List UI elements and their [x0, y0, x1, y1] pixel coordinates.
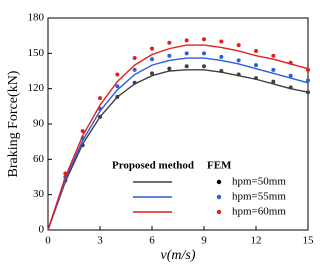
legend-label: hpm=60mm — [232, 206, 286, 218]
fem-point — [202, 37, 206, 42]
fem-point — [236, 72, 241, 77]
fem-point — [288, 73, 293, 78]
fem-point — [132, 80, 137, 85]
fem-point — [115, 84, 120, 89]
y-tick-label: 180 — [28, 12, 45, 24]
legend-label: hpm=55mm — [232, 191, 286, 203]
fem-point — [254, 76, 258, 81]
fem-point — [115, 94, 120, 99]
fem-point — [202, 51, 206, 56]
fem-point — [150, 57, 154, 62]
fem-point — [306, 90, 310, 95]
fem-point — [167, 40, 172, 45]
fem-point — [184, 51, 189, 56]
fem-point — [288, 60, 293, 65]
fem-point — [219, 69, 224, 73]
y-tick-label: 60 — [33, 153, 45, 165]
y-tick-label: 150 — [28, 47, 45, 59]
y-tick-label: 30 — [33, 188, 45, 200]
legend-dot — [216, 179, 222, 185]
fem-point — [271, 67, 276, 72]
y-tick-label: 0 — [39, 224, 45, 236]
legend-title: Proposed method — [112, 160, 194, 172]
fem-point — [236, 43, 241, 48]
x-axis-label: v(m/s) — [161, 248, 196, 263]
fem-point — [271, 79, 276, 84]
fem-point — [98, 114, 102, 119]
x-tick-label: 3 — [97, 235, 103, 247]
fem-point — [219, 39, 224, 44]
y-tick-label: 120 — [28, 82, 45, 94]
legend-dot — [216, 194, 222, 200]
legend-dot — [216, 209, 222, 215]
fem-point — [306, 78, 310, 83]
x-tick-label: 9 — [201, 235, 207, 247]
fem-point — [184, 38, 189, 43]
fem-point — [271, 53, 276, 58]
fem-point — [167, 53, 172, 58]
legend-title: FEM — [207, 160, 232, 172]
legend-label: hpm=50mm — [232, 176, 286, 188]
y-axis-label: Braking Force(kN) — [6, 70, 21, 177]
fem-point — [115, 72, 120, 77]
fem-point — [306, 67, 310, 72]
x-tick-label: 0 — [45, 235, 51, 247]
fem-point — [98, 96, 102, 101]
y-tick-label: 90 — [33, 118, 45, 130]
model-line — [47, 69, 309, 231]
fem-point — [288, 85, 293, 90]
fem-point — [202, 64, 206, 69]
x-tick-label: 6 — [149, 235, 155, 247]
fem-point — [150, 71, 154, 76]
x-tick-label: 15 — [303, 235, 315, 247]
fem-point — [63, 171, 68, 176]
model-line — [47, 57, 309, 231]
fem-point — [236, 58, 241, 63]
fem-point — [80, 129, 85, 134]
fem-point — [254, 48, 258, 53]
fem-point — [219, 54, 224, 59]
model-line — [47, 44, 309, 231]
fem-point — [167, 66, 172, 71]
x-tick-label: 12 — [251, 235, 262, 247]
fem-point — [150, 46, 154, 51]
fem-point — [184, 64, 189, 69]
fem-point — [132, 56, 137, 61]
fem-point — [254, 63, 258, 68]
fem-point — [132, 67, 137, 72]
